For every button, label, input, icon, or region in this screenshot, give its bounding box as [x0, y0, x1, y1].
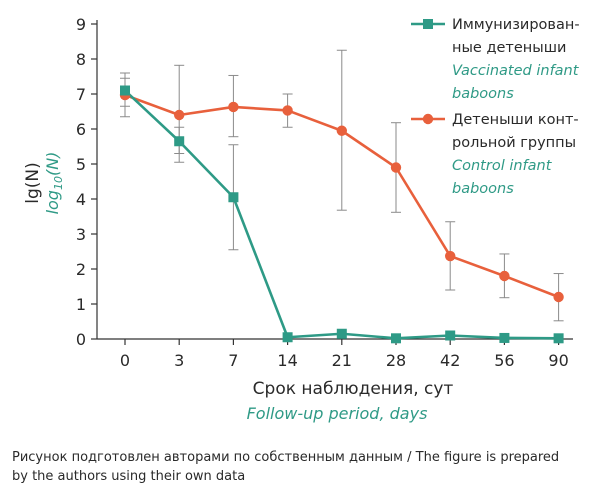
y-axis-title-italic-tail: (N) [43, 152, 62, 176]
legend-vaccinated-label-en: baboons [452, 86, 514, 102]
y-axis-title-italic: log10(N) [43, 152, 65, 215]
vaccinated-point [120, 85, 130, 96]
series-markers [119, 85, 564, 344]
control-point [336, 125, 347, 136]
y-tick-label: 8 [76, 50, 86, 69]
control-point [282, 105, 293, 116]
y-tick-label: 4 [76, 190, 86, 209]
vaccinated-point [228, 192, 239, 203]
legend-control-marker [422, 113, 434, 125]
vaccinated-point [445, 330, 456, 341]
y-tick-label: 3 [76, 225, 86, 244]
control-point [228, 101, 239, 113]
y-tick-label: 5 [76, 155, 86, 174]
x-tick-label: 14 [277, 351, 297, 370]
legend-control-label: Детеныши конт- [452, 112, 579, 128]
x-tick-label: 7 [228, 351, 238, 370]
y-axis-title-italic-sub: 10 [52, 176, 65, 190]
x-tick-label: 42 [440, 351, 460, 370]
caption-line-2: by the authors using their own data [12, 469, 246, 484]
x-axis-title: Срок наблюдения, сут [253, 379, 454, 399]
legend-control-label: рольной группы [452, 135, 576, 151]
vaccinated-point [282, 332, 293, 343]
vaccinated-point [499, 332, 510, 343]
y-tick-label: 1 [76, 295, 86, 314]
x-tick-label: 56 [494, 351, 514, 370]
vaccinated-point [174, 136, 185, 147]
y-tick-label: 7 [76, 85, 86, 104]
legend-vaccinated-label: ные детеныши [452, 40, 566, 56]
legend-control-label-en: Control infant [452, 158, 553, 174]
control-point [390, 162, 402, 173]
y-tick-label: 0 [76, 330, 86, 349]
vaccinated-point [336, 328, 347, 339]
legend-vaccinated-label: Иммунизирован- [452, 17, 580, 33]
x-tick-label: 3 [174, 351, 184, 370]
y-tick-label: 6 [76, 120, 86, 139]
y-axis-title-italic-main: log [43, 190, 62, 214]
figure-caption: Рисунок подготовлен авторами по собствен… [12, 448, 592, 486]
y-tick-label: 2 [76, 260, 86, 279]
x-tick-label: 90 [548, 351, 568, 370]
control-point [174, 109, 185, 121]
x-axis-title-italic: Follow-up period, days [247, 404, 428, 423]
legend: Иммунизирован-ные детеныши Vaccinated inf… [411, 17, 580, 197]
y-axis-title: lg(N) [23, 162, 43, 204]
legend-control-label-en: baboons [452, 181, 514, 197]
y-tick-label: 9 [76, 15, 86, 34]
legend-vaccinated-marker [423, 19, 433, 29]
caption-line-1: Рисунок подготовлен авторами по собствен… [12, 450, 560, 465]
control-point [499, 270, 510, 282]
control-point [445, 250, 456, 262]
x-tick-label: 21 [332, 351, 352, 370]
control-point [553, 291, 564, 303]
x-tick-label: 28 [386, 351, 406, 370]
legend-vaccinated-label-en: Vaccinated infant [452, 63, 580, 79]
vaccinated-point [553, 333, 564, 344]
vaccinated-point [391, 333, 401, 344]
x-tick-label: 0 [120, 351, 130, 370]
